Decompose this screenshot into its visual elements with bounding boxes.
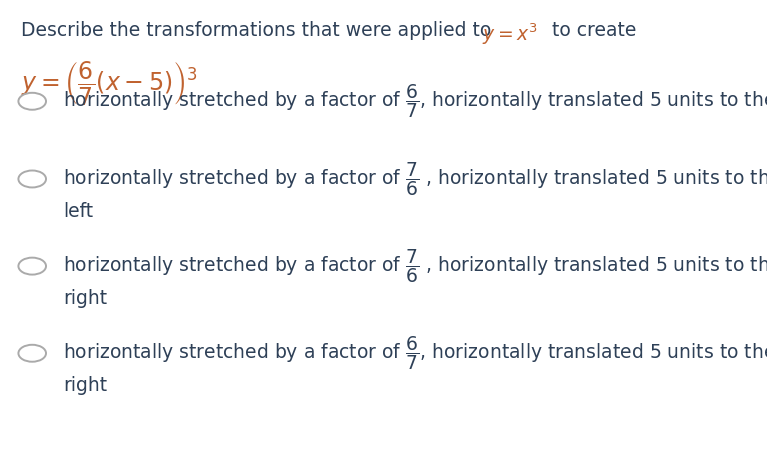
Text: horizontally stretched by a factor of $\dfrac{7}{6}$ , horizontally translated 5: horizontally stretched by a factor of $\… xyxy=(63,247,767,285)
Text: horizontally stretched by a factor of $\dfrac{6}{7}$, horizontally translated 5 : horizontally stretched by a factor of $\… xyxy=(63,82,767,120)
Text: $y = \left(\dfrac{6}{7}(x - 5)\right)^3$: $y = \left(\dfrac{6}{7}(x - 5)\right)^3$ xyxy=(21,59,198,107)
Text: $\mathbf{\mathit{y}} = x^3$: $\mathbf{\mathit{y}} = x^3$ xyxy=(482,21,538,47)
Text: left: left xyxy=(63,202,93,220)
Text: right: right xyxy=(63,289,107,308)
Text: right: right xyxy=(63,376,107,395)
Text: Describe the transformations that were applied to: Describe the transformations that were a… xyxy=(21,21,498,40)
Text: to create: to create xyxy=(552,21,637,40)
Text: horizontally stretched by a factor of $\dfrac{7}{6}$ , horizontally translated 5: horizontally stretched by a factor of $\… xyxy=(63,160,767,198)
Text: horizontally stretched by a factor of $\dfrac{6}{7}$, horizontally translated 5 : horizontally stretched by a factor of $\… xyxy=(63,334,767,372)
